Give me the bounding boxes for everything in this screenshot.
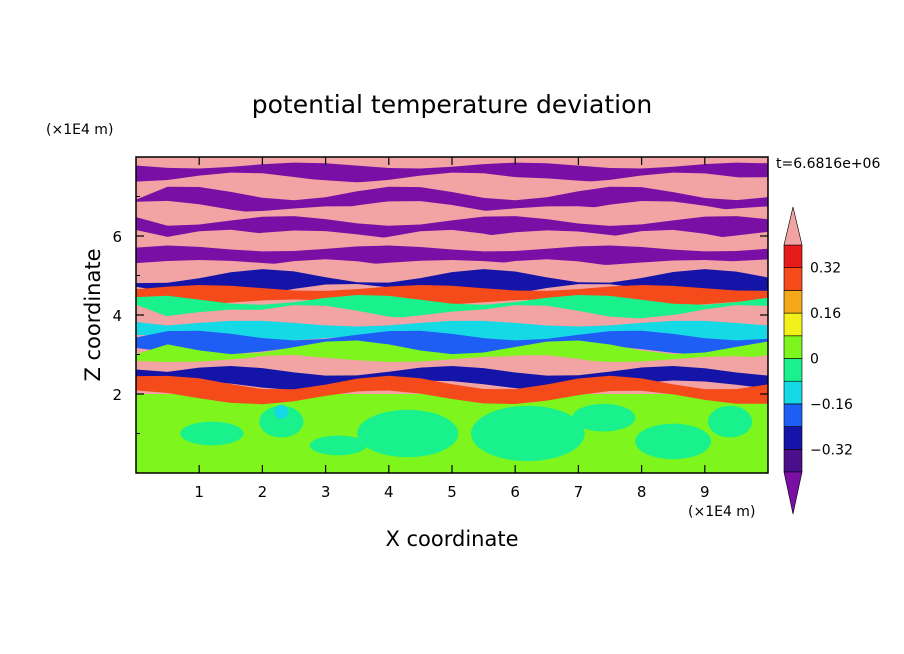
- colorbar-label: 0.32: [810, 261, 841, 277]
- contour-band: [136, 295, 768, 320]
- colorbar-segment: [783, 403, 803, 427]
- lower-layer-blob: [180, 421, 244, 446]
- lower-layer-spot: [274, 404, 289, 419]
- lower-layer-blob: [470, 405, 585, 462]
- colorbar-label: 0.16: [810, 306, 841, 322]
- x-tick-label: 4: [384, 483, 394, 501]
- x-tick-label: 9: [700, 483, 710, 501]
- colorbar-segment: [783, 290, 803, 314]
- colorbar-segment: [783, 267, 803, 291]
- contour-band: [136, 245, 768, 266]
- chart-title: potential temperature deviation: [252, 90, 652, 119]
- y-tick-label: 2: [112, 386, 122, 404]
- x-unit-label: (×1E4 m): [688, 504, 755, 520]
- colorbar-segment: [783, 448, 803, 473]
- lower-layer-blob: [259, 405, 304, 438]
- colorbar: 0.32 0.16 0 −0.16 −0.32: [783, 206, 853, 515]
- colorbar-segment: [783, 358, 803, 382]
- colorbar-bottom-triangle: [783, 471, 803, 515]
- lower-layer-blob: [707, 405, 753, 438]
- x-tick-label: 1: [194, 483, 204, 501]
- colorbar-segment: [783, 426, 803, 450]
- lower-layer-blob: [357, 409, 459, 458]
- contour-band: [136, 186, 768, 215]
- contour-band: [136, 375, 768, 405]
- colorbar-segment: [783, 380, 803, 405]
- lower-layer-blob: [572, 403, 636, 432]
- y-tick-label: 6: [112, 228, 122, 246]
- plot-area: [136, 157, 768, 473]
- y-unit-label: (×1E4 m): [46, 122, 113, 138]
- contour-band: [136, 340, 768, 369]
- colorbar-label: 0: [810, 352, 819, 368]
- x-axis: 1 2 3 4 5 6 7 8 9: [194, 157, 710, 501]
- y-axis: 2 4 6: [112, 196, 768, 434]
- x-tick-label: 7: [574, 483, 584, 501]
- y-tick-label: 4: [112, 307, 122, 325]
- x-tick-label: 2: [258, 483, 268, 501]
- contour-band: [136, 320, 768, 342]
- contour-band: [136, 285, 768, 306]
- x-tick-label: 5: [447, 483, 457, 501]
- colorbar-label: −0.16: [810, 397, 853, 413]
- lower-layer-blob: [309, 435, 367, 456]
- colorbar-segment: [783, 312, 803, 337]
- time-label: t=6.6816e+06: [776, 156, 880, 172]
- colorbar-label: −0.32: [810, 442, 853, 458]
- colorbar-segment: [783, 244, 803, 269]
- x-axis-label: X coordinate: [385, 527, 518, 551]
- x-tick-label: 6: [510, 483, 520, 501]
- colorbar-segment: [783, 335, 803, 359]
- lower-layer-blob: [635, 423, 712, 460]
- contour-band: [136, 330, 768, 355]
- x-tick-label: 3: [321, 483, 331, 501]
- contour-band: [136, 216, 768, 241]
- contour-band: [136, 269, 768, 298]
- y-axis-label: Z coordinate: [81, 248, 105, 381]
- x-tick-label: 8: [637, 483, 647, 501]
- colorbar-top-triangle: [783, 206, 803, 246]
